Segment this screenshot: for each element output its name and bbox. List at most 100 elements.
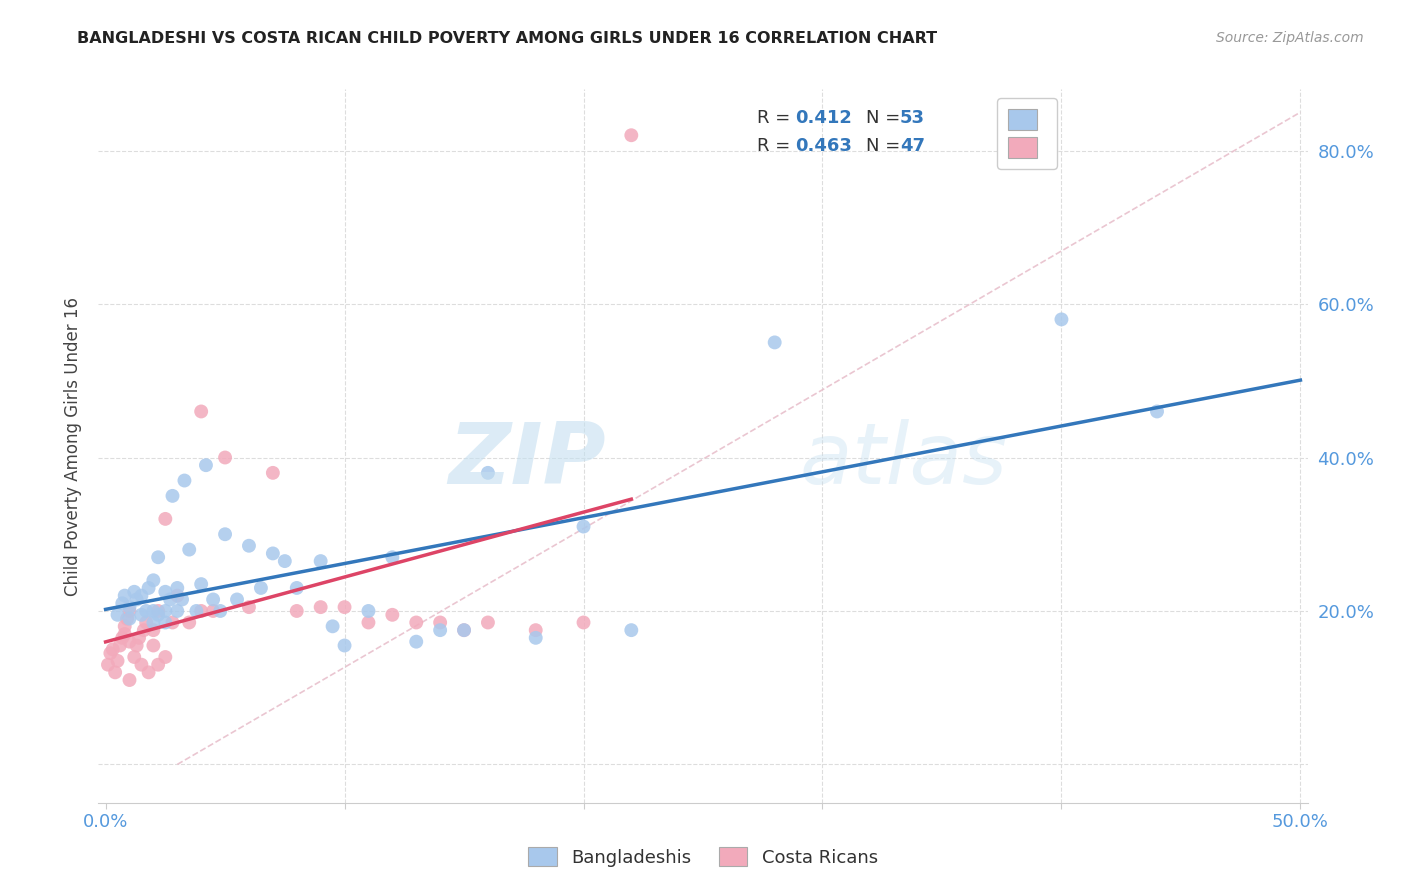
Text: atlas: atlas: [800, 418, 1008, 502]
Point: [620, 128, 643, 143]
Point: [429, 623, 451, 637]
Point: [274, 554, 297, 568]
Point: [142, 574, 165, 588]
Point: [146, 550, 169, 565]
Point: [114, 619, 136, 633]
Point: [190, 577, 212, 591]
Point: [155, 604, 177, 618]
Point: [214, 527, 236, 541]
Point: [118, 600, 141, 615]
Point: [238, 600, 260, 615]
Point: [357, 604, 380, 618]
Point: [166, 589, 188, 603]
Point: [142, 639, 165, 653]
Point: [97, 657, 120, 672]
Point: [146, 607, 169, 622]
Point: [162, 615, 184, 630]
Point: [155, 650, 177, 665]
Text: N =: N =: [866, 109, 907, 127]
Point: [166, 581, 188, 595]
Point: [620, 623, 643, 637]
Point: [115, 612, 138, 626]
Point: [209, 604, 232, 618]
Point: [186, 604, 208, 618]
Point: [1050, 312, 1073, 326]
Point: [179, 542, 201, 557]
Point: [159, 592, 181, 607]
Text: 47: 47: [900, 137, 925, 155]
Point: [125, 639, 148, 653]
Text: 53: 53: [900, 109, 925, 127]
Point: [285, 604, 308, 618]
Text: R =: R =: [758, 137, 796, 155]
Point: [381, 550, 404, 565]
Point: [357, 615, 380, 630]
Point: [572, 519, 595, 533]
Point: [155, 512, 177, 526]
Point: [108, 639, 131, 653]
Text: Source: ZipAtlas.com: Source: ZipAtlas.com: [1216, 31, 1364, 45]
Text: BANGLADESHI VS COSTA RICAN CHILD POVERTY AMONG GIRLS UNDER 16 CORRELATION CHART: BANGLADESHI VS COSTA RICAN CHILD POVERTY…: [77, 31, 938, 46]
Point: [763, 335, 786, 350]
Point: [155, 615, 177, 630]
Point: [111, 631, 134, 645]
Point: [572, 615, 595, 630]
Point: [309, 554, 332, 568]
Point: [122, 650, 145, 665]
Point: [125, 592, 148, 607]
Point: [166, 604, 188, 618]
Point: [107, 654, 129, 668]
Point: [214, 450, 236, 465]
Point: [135, 615, 157, 630]
Text: R =: R =: [758, 109, 796, 127]
Point: [118, 634, 141, 648]
Point: [131, 657, 153, 672]
Point: [132, 623, 155, 637]
Point: [524, 623, 547, 637]
Point: [118, 673, 141, 687]
Point: [262, 466, 284, 480]
Point: [146, 604, 169, 618]
Point: [1146, 404, 1168, 418]
Point: [262, 546, 284, 560]
Y-axis label: Child Poverty Among Girls Under 16: Child Poverty Among Girls Under 16: [63, 296, 82, 596]
Point: [202, 604, 225, 618]
Point: [142, 604, 165, 618]
Point: [131, 607, 153, 622]
Point: [190, 604, 212, 618]
Legend: Bangladeshis, Costa Ricans: Bangladeshis, Costa Ricans: [520, 840, 886, 874]
Point: [98, 646, 121, 660]
Point: [135, 604, 157, 618]
Point: [429, 615, 451, 630]
Point: [138, 665, 160, 680]
Point: [333, 639, 356, 653]
Point: [190, 404, 212, 418]
Point: [477, 466, 499, 480]
Text: ZIP: ZIP: [449, 418, 606, 502]
Point: [173, 474, 195, 488]
Point: [250, 581, 273, 595]
Point: [128, 631, 150, 645]
Point: [405, 634, 427, 648]
Point: [524, 631, 547, 645]
Point: [202, 592, 225, 607]
Text: 0.463: 0.463: [794, 137, 852, 155]
Point: [170, 592, 193, 607]
Point: [309, 600, 332, 615]
Point: [107, 607, 129, 622]
Legend: , : ,: [997, 98, 1057, 169]
Point: [179, 615, 201, 630]
Point: [118, 612, 141, 626]
Point: [322, 619, 344, 633]
Point: [381, 607, 404, 622]
Point: [226, 592, 249, 607]
Point: [142, 615, 165, 630]
Point: [122, 584, 145, 599]
Point: [285, 581, 308, 595]
Point: [453, 623, 475, 637]
Point: [155, 584, 177, 599]
Point: [453, 623, 475, 637]
Point: [162, 489, 184, 503]
Point: [194, 458, 217, 473]
Point: [114, 627, 136, 641]
